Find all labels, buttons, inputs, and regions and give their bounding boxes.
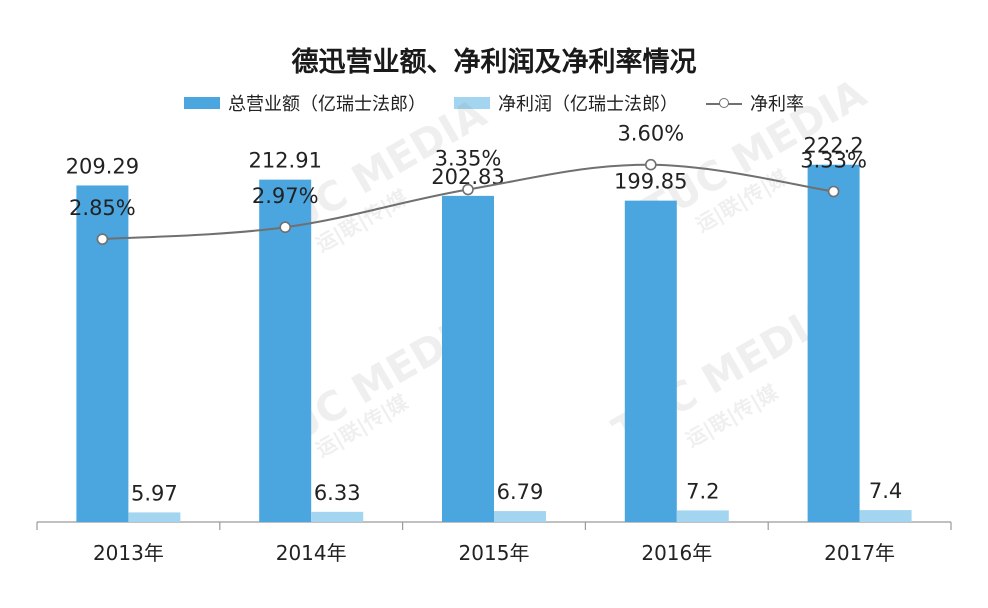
- data-label-margin: 3.33%: [800, 148, 867, 172]
- bar-revenue: [807, 164, 860, 522]
- data-label-profit: 7.4: [869, 479, 902, 503]
- bar-profit: [676, 510, 729, 522]
- bar-profit: [859, 510, 912, 522]
- chart-title: 德迅营业额、净利润及净利率情况: [291, 47, 697, 78]
- legend-item-margin: 净利率: [706, 90, 804, 116]
- bar-profit: [128, 512, 181, 522]
- legend-label-margin: 净利率: [750, 94, 804, 115]
- data-label-revenue: 212.91: [248, 149, 321, 173]
- legend-item-profit: 净利润（亿瑞士法郎）: [454, 90, 678, 116]
- data-label-profit: 6.33: [314, 481, 361, 505]
- data-label-margin: 2.85%: [69, 196, 136, 220]
- bar-profit: [311, 511, 364, 522]
- data-label-revenue: 222.2: [804, 134, 864, 158]
- bar-revenue: [442, 195, 494, 522]
- legend-label-profit: 净利润（亿瑞士法郎）: [498, 94, 678, 115]
- line-point-margin: [96, 233, 109, 245]
- data-label-profit: 5.97: [131, 481, 178, 505]
- data-label-revenue: 199.85: [614, 170, 687, 194]
- legend-swatch-revenue: [184, 97, 220, 109]
- x-tick-label: 2017年: [824, 541, 895, 565]
- data-label-profit: 7.2: [686, 479, 719, 503]
- x-tick-label: 2013年: [93, 541, 164, 565]
- line-point-margin: [462, 183, 474, 196]
- bar-revenue: [259, 179, 312, 522]
- data-label-margin: 3.35%: [435, 147, 502, 171]
- bar-revenue: [624, 200, 677, 522]
- legend-item-revenue: 总营业额（亿瑞士法郎）: [184, 90, 426, 116]
- data-label-profit: 6.79: [497, 480, 544, 504]
- data-label-margin: 3.60%: [617, 122, 684, 146]
- x-tick-label: 2016年: [641, 541, 712, 565]
- legend-swatch-margin: [706, 97, 742, 109]
- line-point-margin: [644, 158, 657, 171]
- data-label-revenue: 209.29: [66, 154, 139, 178]
- x-tick-label: 2014年: [276, 541, 347, 565]
- data-label-margin: 2.97%: [252, 184, 319, 208]
- line-point-margin: [827, 185, 840, 198]
- legend-label-revenue: 总营业额（亿瑞士法郎）: [228, 94, 426, 115]
- line-point-margin: [279, 221, 292, 234]
- legend: 总营业额（亿瑞士法郎） 净利润（亿瑞士法郎） 净利率: [0, 90, 988, 116]
- bar-profit: [494, 511, 546, 522]
- x-tick-label: 2015年: [459, 541, 530, 565]
- legend-swatch-profit: [454, 97, 490, 109]
